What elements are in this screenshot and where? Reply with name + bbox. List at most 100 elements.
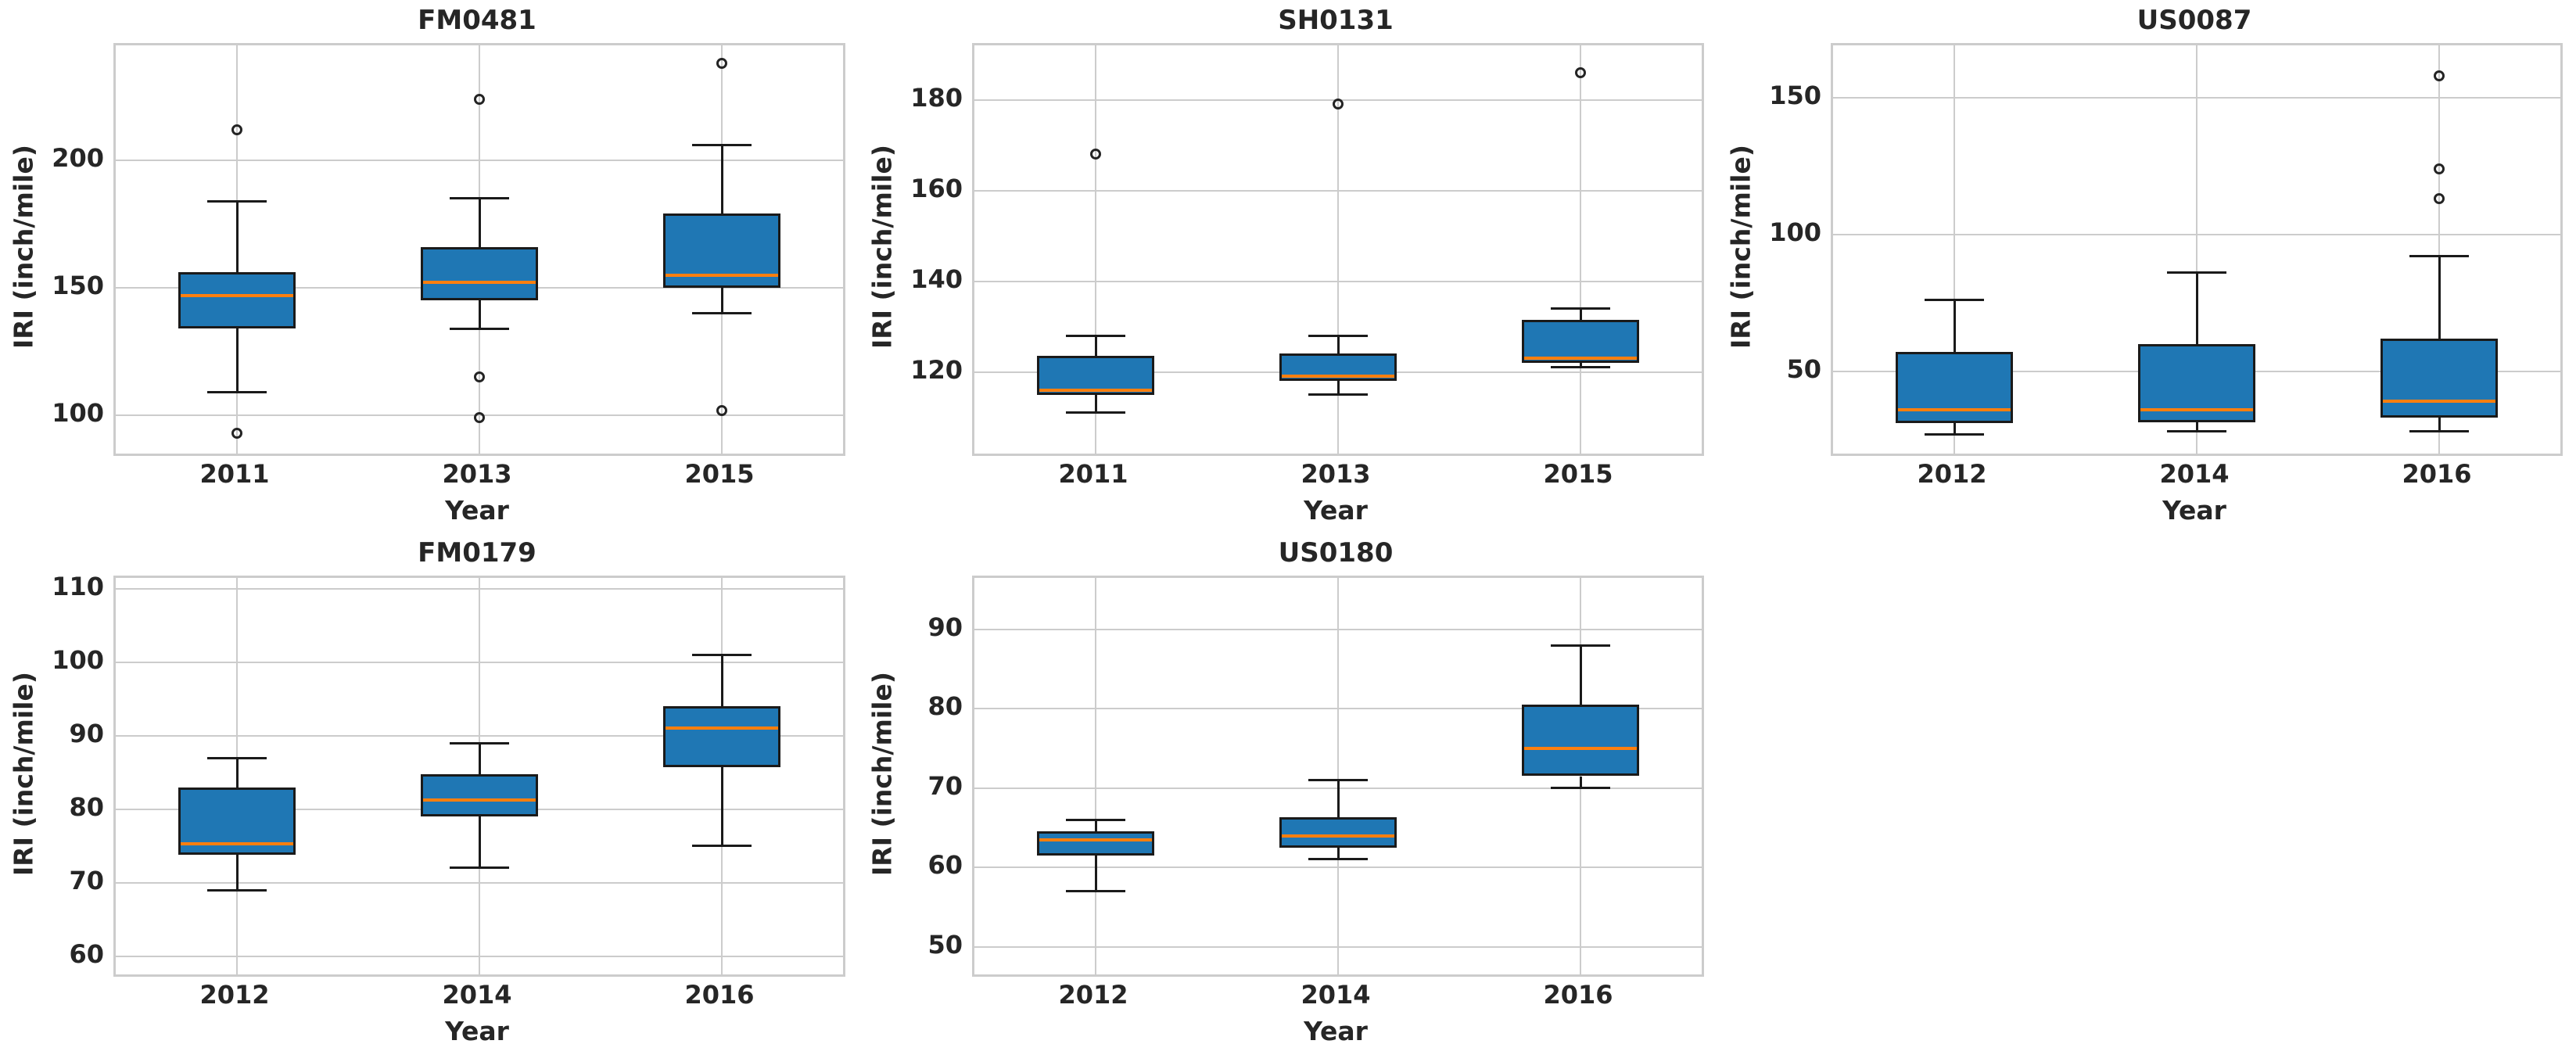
- gridline-x-2014: [2196, 45, 2197, 454]
- subplot-sh0131: SH0131 IRI (inch/mile) 120 140 160 180 2011 201…: [859, 0, 1717, 531]
- y-tick-label: 150: [1769, 80, 1821, 110]
- cap-upper: [692, 143, 752, 146]
- whisker-lower: [2438, 418, 2441, 432]
- y-tick-label: 50: [927, 929, 963, 960]
- whisker-lower: [235, 328, 239, 393]
- whisker-lower: [235, 854, 239, 891]
- subplot-fm0481: FM0481 IRI (inch/mile) 100 150 200 2011 2013 20…: [0, 0, 859, 531]
- subplot-title: SH0131: [1278, 5, 1394, 36]
- subplot-title: US0180: [1278, 537, 1394, 569]
- cap-upper: [207, 199, 267, 203]
- cap-lower: [2167, 430, 2226, 433]
- x-tick-label: 2011: [199, 459, 270, 489]
- cap-lower: [1551, 787, 1610, 790]
- whisker-upper: [720, 655, 723, 707]
- outlier-point: [1575, 66, 1586, 78]
- whisker-lower: [1336, 381, 1340, 395]
- median-line: [423, 281, 536, 285]
- whisker-lower: [478, 300, 481, 329]
- gridline-x-2015: [1580, 45, 1581, 454]
- iqr-box: [1037, 356, 1154, 395]
- cap-lower: [207, 888, 267, 892]
- subplot-title: FM0179: [418, 537, 536, 569]
- cap-lower: [1066, 411, 1125, 414]
- whisker-lower: [1336, 847, 1340, 859]
- x-tick-label: 2016: [1543, 980, 1613, 1010]
- whisker-lower: [720, 767, 723, 846]
- median-line: [1524, 747, 1637, 750]
- whisker-lower: [1094, 394, 1097, 413]
- cap-lower: [207, 391, 267, 394]
- outlier-point: [2434, 163, 2445, 174]
- x-tick-label: 2015: [684, 459, 755, 489]
- gridline-x-2013: [1337, 45, 1339, 454]
- median-line: [1282, 375, 1394, 379]
- cap-upper: [2167, 271, 2226, 274]
- iqr-box: [663, 706, 780, 768]
- whisker-lower: [1579, 363, 1582, 368]
- median-line: [666, 727, 778, 730]
- iqr-box: [2380, 338, 2498, 418]
- median-line: [1524, 357, 1637, 361]
- x-axis-label: Year: [445, 1016, 509, 1046]
- plot-area: [972, 43, 1704, 456]
- cap-upper: [692, 654, 752, 657]
- x-axis-label: Year: [2162, 495, 2226, 526]
- cap-lower: [450, 866, 509, 870]
- gridline-x-2012: [1095, 578, 1096, 974]
- median-line: [181, 293, 293, 297]
- whisker-upper: [478, 198, 481, 247]
- outlier-point: [231, 124, 242, 135]
- y-tick-label: 100: [52, 644, 104, 675]
- y-tick-label: 60: [927, 850, 963, 881]
- median-line: [1039, 388, 1152, 392]
- y-tick-label: 140: [910, 264, 963, 294]
- outlier-point: [2434, 193, 2445, 205]
- cap-upper: [2409, 255, 2469, 258]
- median-line: [2140, 407, 2253, 411]
- y-tick-label: 70: [69, 865, 104, 895]
- x-tick-label: 2012: [1058, 980, 1128, 1010]
- x-axis-label: Year: [445, 495, 509, 526]
- y-tick-label: 60: [69, 938, 104, 969]
- whisker-lower: [720, 287, 723, 314]
- cap-upper: [1308, 334, 1368, 337]
- subplot-us0087: US0087 IRI (inch/mile) 50 100 150 2012 2014 201…: [1717, 0, 2576, 531]
- cap-lower: [2409, 430, 2469, 433]
- cap-lower: [450, 327, 509, 330]
- cap-lower: [1925, 432, 1984, 436]
- median-line: [666, 273, 778, 277]
- plot-area: [972, 576, 1704, 977]
- iqr-box: [1279, 817, 1397, 848]
- iqr-box: [421, 773, 538, 817]
- whisker-upper: [1094, 820, 1097, 832]
- outlier-point: [474, 371, 485, 383]
- y-tick-label: 100: [1769, 217, 1821, 247]
- gridline-x-2011: [1095, 45, 1096, 454]
- whisker-lower: [2195, 422, 2198, 432]
- x-tick-label: 2012: [1917, 459, 1987, 489]
- iqr-box: [663, 213, 780, 288]
- y-tick-label: 160: [910, 173, 963, 203]
- median-line: [2383, 400, 2495, 404]
- outlier-point: [716, 404, 727, 416]
- cap-lower: [1308, 393, 1368, 396]
- x-tick-label: 2012: [199, 980, 270, 1010]
- cap-lower: [692, 845, 752, 848]
- y-tick-label: 50: [1786, 353, 1821, 384]
- x-tick-label: 2014: [1301, 980, 1371, 1010]
- cap-lower: [1308, 858, 1368, 861]
- median-line: [181, 841, 293, 845]
- gridline-x-2014: [1337, 578, 1339, 974]
- iqr-box: [178, 272, 296, 329]
- y-tick-label: 90: [927, 612, 963, 642]
- whisker-upper: [1579, 645, 1582, 705]
- iqr-box: [421, 246, 538, 301]
- subplot-title: US0087: [2137, 5, 2252, 36]
- median-line: [1898, 407, 2011, 411]
- x-tick-label: 2014: [2159, 459, 2230, 489]
- subplot-fm0179: FM0179 IRI (inch/mile) 60 70 80 90 100 110 2012 2…: [0, 531, 859, 1062]
- whisker-upper: [1336, 780, 1340, 818]
- cap-lower: [1066, 890, 1125, 893]
- cap-upper: [1925, 299, 1984, 302]
